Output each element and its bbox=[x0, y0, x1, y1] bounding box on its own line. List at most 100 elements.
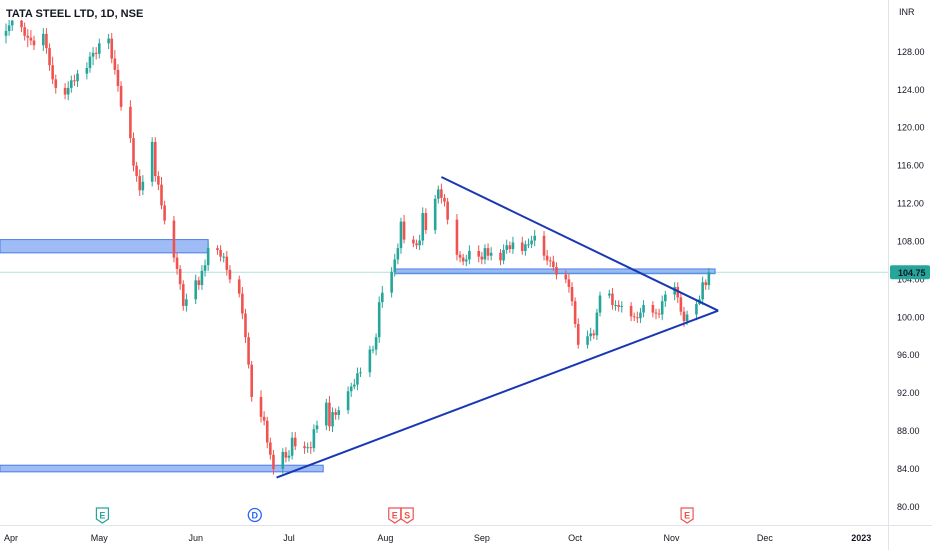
candle-body bbox=[315, 425, 319, 430]
candle-body bbox=[639, 312, 642, 319]
y-tick-label: 80.00 bbox=[897, 502, 920, 512]
candle-body bbox=[241, 293, 244, 314]
candle-body bbox=[664, 294, 667, 302]
candle-body bbox=[527, 244, 530, 246]
candle-body bbox=[412, 239, 415, 244]
candle-body bbox=[272, 454, 275, 469]
candle-body bbox=[129, 106, 132, 139]
candle-body bbox=[511, 242, 515, 250]
sr-zone-2 bbox=[0, 464, 324, 473]
candle-body bbox=[135, 165, 138, 177]
candle-body bbox=[63, 87, 67, 95]
candle-body bbox=[402, 221, 406, 240]
candle-body bbox=[20, 20, 23, 28]
candle-body bbox=[85, 67, 89, 74]
candle-body bbox=[461, 257, 465, 262]
candle-body bbox=[119, 86, 123, 107]
candle-body bbox=[247, 337, 250, 365]
candle-body bbox=[172, 220, 176, 258]
candle-body bbox=[157, 176, 160, 185]
candle-body bbox=[228, 269, 232, 280]
event-shape bbox=[95, 507, 110, 524]
event-shape bbox=[247, 507, 262, 523]
candle-body bbox=[7, 25, 11, 32]
candle-body bbox=[486, 248, 490, 256]
event-marker[interactable]: E bbox=[388, 507, 402, 524]
candle-body bbox=[508, 245, 512, 250]
candle-body bbox=[424, 213, 428, 231]
event-label: E bbox=[99, 511, 105, 521]
candle-body bbox=[589, 333, 592, 337]
candle-body bbox=[695, 304, 698, 315]
y-tick-label: 120.00 bbox=[897, 123, 925, 133]
candle-body bbox=[679, 297, 683, 312]
candle-body bbox=[436, 189, 440, 199]
x-tick-label: 2023 bbox=[851, 533, 871, 543]
event-marker[interactable]: S bbox=[400, 507, 414, 524]
candle-body bbox=[259, 396, 263, 417]
candle-body bbox=[704, 282, 708, 286]
event-shape bbox=[680, 507, 694, 524]
last-price-badge bbox=[890, 265, 930, 280]
y-tick-label: 100.00 bbox=[897, 312, 925, 322]
y-tick-label: 96.00 bbox=[897, 350, 920, 360]
candle-body bbox=[499, 252, 502, 261]
candle-body bbox=[524, 244, 527, 251]
candle-body bbox=[368, 349, 372, 373]
event-label: S bbox=[404, 511, 410, 521]
trendline-2 bbox=[276, 309, 719, 479]
candle-body bbox=[107, 38, 110, 44]
event-shape bbox=[388, 507, 402, 524]
candle-body bbox=[225, 256, 229, 270]
candle-body bbox=[98, 43, 101, 54]
y-tick-label: 104.00 bbox=[897, 274, 925, 284]
candle-body bbox=[564, 274, 568, 280]
candle-body bbox=[325, 402, 328, 426]
candle-body bbox=[480, 256, 484, 260]
y-tick-label: 88.00 bbox=[897, 426, 920, 436]
event-marker[interactable]: E bbox=[95, 507, 110, 524]
candle-body bbox=[265, 420, 269, 443]
candle-body bbox=[548, 260, 552, 262]
candle-body bbox=[520, 242, 524, 251]
event-marker[interactable]: D bbox=[247, 507, 262, 523]
candle-body bbox=[4, 31, 8, 36]
y-tick-label: 92.00 bbox=[897, 388, 920, 398]
y-tick-label: 84.00 bbox=[897, 464, 920, 474]
sr-zone-1 bbox=[0, 239, 209, 254]
candle-body bbox=[73, 80, 76, 82]
candle-body bbox=[552, 261, 555, 268]
candle-body bbox=[399, 221, 403, 249]
candle-body bbox=[94, 52, 98, 54]
candle-body bbox=[284, 451, 288, 458]
candle-body bbox=[433, 198, 437, 231]
candle-body bbox=[303, 446, 306, 449]
candle-body bbox=[250, 364, 253, 397]
candle-body bbox=[657, 313, 661, 315]
candle-body bbox=[42, 33, 45, 46]
candle-body bbox=[197, 280, 201, 286]
candle-body bbox=[374, 337, 378, 350]
currency-label: INR bbox=[899, 7, 915, 17]
candle-body bbox=[567, 279, 571, 287]
x-tick-label: Nov bbox=[664, 533, 681, 543]
candle-body bbox=[396, 248, 400, 260]
candle-body bbox=[682, 311, 686, 322]
candle-body bbox=[356, 373, 359, 385]
candle-body bbox=[91, 52, 95, 57]
candle-body bbox=[381, 292, 384, 303]
candle-body bbox=[611, 293, 614, 305]
candle-body bbox=[505, 245, 509, 251]
candle-body bbox=[446, 201, 449, 220]
candle-body bbox=[346, 391, 350, 411]
event-marker[interactable]: E bbox=[680, 507, 694, 524]
candle-body bbox=[390, 271, 393, 293]
candle-body bbox=[116, 69, 120, 87]
candle-body bbox=[636, 317, 639, 319]
sr-zone-3 bbox=[394, 268, 716, 275]
x-tick-label: Apr bbox=[4, 533, 18, 543]
candle-body bbox=[573, 301, 577, 324]
candle-body bbox=[530, 240, 533, 245]
candle-body bbox=[617, 304, 620, 307]
